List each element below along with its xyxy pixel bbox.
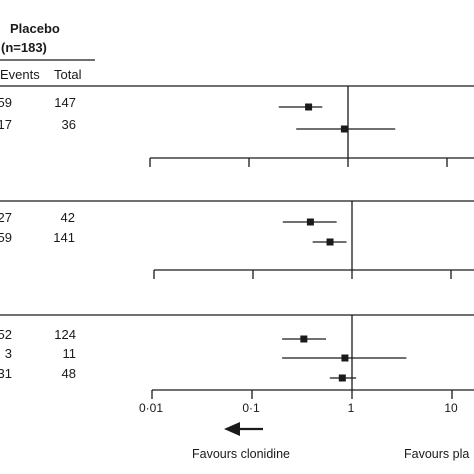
events-cell: 3	[5, 346, 12, 361]
total-cell: 147	[54, 95, 76, 110]
total-cell: 48	[62, 366, 76, 381]
favours-placebo: Favours pla	[404, 447, 469, 461]
events-cell: 31	[0, 366, 12, 381]
events-cell: 59	[0, 95, 12, 110]
favours-left-arrow-head	[224, 422, 240, 436]
panel-1: 59 147 17 36	[0, 85, 474, 167]
total-cell: 11	[63, 346, 77, 361]
events-cell: 27	[0, 210, 12, 225]
total-column-header: Total	[54, 67, 82, 82]
total-cell: 124	[54, 327, 76, 342]
point-estimate	[305, 103, 313, 111]
point-estimate	[340, 125, 348, 133]
panel-3: 52 124 3 11 31 48	[0, 314, 474, 399]
total-cell: 36	[62, 117, 76, 132]
events-cell: 52	[0, 327, 12, 342]
point-estimate	[341, 354, 349, 362]
panel-2: 27 42 59 141	[0, 200, 474, 279]
group-size: (n=183)	[1, 40, 47, 55]
total-cell: 42	[61, 210, 75, 225]
bottom-axis: 0·01 0·1 1 10	[139, 401, 458, 415]
total-cell: 141	[53, 230, 75, 245]
events-column-header: Events	[0, 67, 40, 82]
point-estimate	[306, 218, 314, 226]
x-tick-label: 1	[348, 401, 355, 415]
x-tick-label: 10	[444, 401, 458, 415]
x-tick-label: 0·01	[139, 401, 163, 415]
favours-left-label: Favours clonidine	[192, 447, 290, 461]
favours-clonidine: Favours clonidine	[192, 422, 290, 461]
point-estimate	[326, 238, 334, 246]
events-cell: 17	[0, 117, 12, 132]
x-tick-label: 0·1	[242, 401, 260, 415]
point-estimate	[300, 335, 308, 343]
favours-right-label: Favours pla	[404, 447, 469, 461]
group-title: Placebo	[10, 21, 60, 36]
panels: 59 147 17 36 27 42 59 141 52 124 3 11 31 48	[0, 85, 474, 399]
events-cell: 59	[0, 230, 12, 245]
point-estimate	[338, 374, 346, 382]
